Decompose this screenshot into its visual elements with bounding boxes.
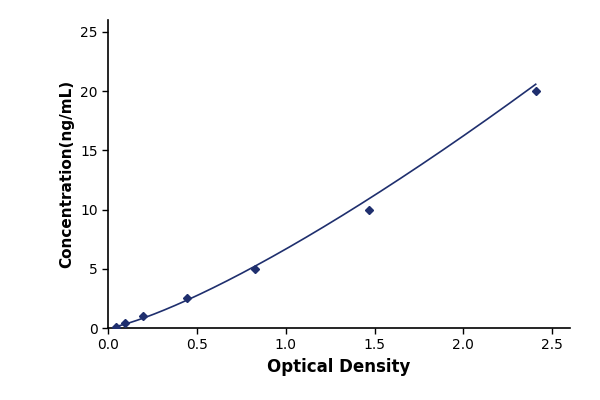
Y-axis label: Concentration(ng/mL): Concentration(ng/mL) — [59, 80, 74, 268]
X-axis label: Optical Density: Optical Density — [268, 358, 410, 376]
